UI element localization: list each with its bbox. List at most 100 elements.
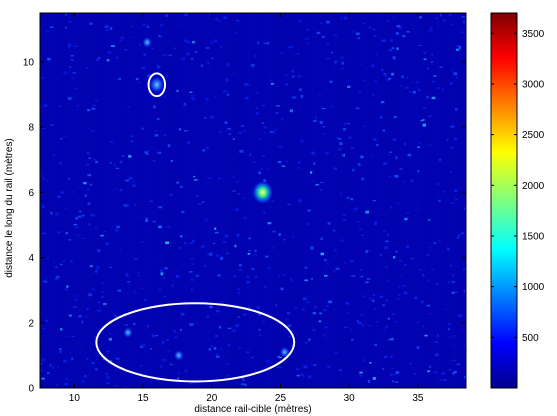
noise-speckle bbox=[120, 36, 125, 40]
noise-speckle bbox=[439, 378, 443, 381]
noise-speckle bbox=[312, 364, 317, 366]
noise-speckle bbox=[396, 47, 399, 51]
noise-column bbox=[288, 13, 292, 388]
noise-speckle bbox=[232, 175, 235, 179]
noise-column bbox=[416, 13, 420, 388]
noise-speckle bbox=[76, 104, 80, 107]
noise-speckle bbox=[296, 375, 300, 377]
noise-speckle bbox=[404, 217, 408, 221]
noise-speckle bbox=[97, 309, 101, 312]
noise-speckle bbox=[124, 273, 128, 275]
noise-speckle bbox=[341, 61, 345, 65]
noise-column bbox=[432, 13, 436, 388]
noise-column bbox=[228, 13, 232, 388]
noise-speckle bbox=[109, 27, 113, 30]
noise-speckle bbox=[255, 112, 259, 116]
noise-speckle bbox=[392, 58, 396, 60]
noise-speckle bbox=[255, 107, 258, 110]
noise-speckle bbox=[327, 222, 331, 225]
noise-speckle bbox=[304, 37, 309, 40]
noise-speckle bbox=[428, 144, 432, 146]
noise-speckle bbox=[152, 220, 156, 223]
noise-speckle bbox=[370, 155, 375, 157]
noise-speckle bbox=[154, 130, 158, 133]
noise-speckle bbox=[57, 231, 61, 234]
noise-speckle bbox=[406, 212, 410, 214]
noise-speckle bbox=[257, 41, 260, 45]
noise-speckle bbox=[210, 41, 213, 44]
noise-speckle bbox=[282, 274, 287, 277]
noise-speckle bbox=[87, 109, 91, 112]
noise-speckle bbox=[89, 183, 92, 186]
noise-speckle bbox=[50, 211, 53, 215]
noise-column bbox=[276, 13, 280, 388]
noise-column bbox=[388, 13, 392, 388]
noise-speckle bbox=[394, 174, 399, 178]
noise-speckle bbox=[351, 168, 355, 172]
noise-speckle bbox=[306, 222, 311, 226]
noise-speckle bbox=[344, 326, 348, 328]
noise-speckle bbox=[340, 239, 344, 243]
noise-speckle bbox=[216, 310, 220, 313]
noise-speckle bbox=[277, 355, 281, 358]
noise-speckle bbox=[359, 63, 362, 65]
noise-speckle bbox=[248, 237, 251, 240]
noise-speckle bbox=[326, 263, 330, 265]
noise-speckle bbox=[427, 219, 431, 221]
noise-speckle bbox=[58, 348, 62, 350]
noise-speckle bbox=[356, 320, 359, 322]
noise-column bbox=[212, 13, 216, 388]
noise-speckle bbox=[401, 75, 404, 79]
noise-speckle bbox=[220, 256, 224, 260]
noise-speckle bbox=[387, 153, 390, 156]
noise-column bbox=[412, 13, 416, 388]
annotation-ellipse bbox=[95, 302, 296, 383]
noise-speckle bbox=[194, 179, 198, 181]
noise-speckle bbox=[110, 45, 115, 47]
noise-speckle bbox=[162, 340, 165, 344]
noise-speckle bbox=[300, 94, 304, 98]
noise-speckle bbox=[242, 312, 247, 316]
noise-speckle bbox=[391, 47, 395, 49]
noise-speckle bbox=[141, 127, 144, 130]
noise-speckle bbox=[397, 294, 401, 296]
noise-speckle bbox=[372, 377, 376, 380]
noise-speckle bbox=[236, 233, 240, 237]
noise-speckle bbox=[310, 278, 314, 280]
noise-speckle bbox=[131, 36, 136, 38]
noise-speckle bbox=[451, 344, 455, 346]
noise-speckle bbox=[75, 87, 79, 90]
noise-speckle bbox=[180, 313, 185, 316]
noise-speckle bbox=[46, 256, 50, 260]
noise-speckle bbox=[392, 256, 396, 259]
noise-speckle bbox=[382, 304, 386, 307]
noise-speckle bbox=[360, 177, 365, 181]
noise-speckle bbox=[206, 315, 209, 319]
noise-speckle bbox=[312, 312, 316, 315]
noise-column bbox=[380, 13, 384, 388]
noise-speckle bbox=[367, 379, 370, 383]
noise-speckle bbox=[447, 281, 451, 283]
noise-speckle bbox=[338, 137, 342, 141]
colorbar-gradient bbox=[490, 12, 518, 389]
hotspot bbox=[251, 180, 274, 205]
noise-speckle bbox=[118, 249, 123, 251]
noise-speckle bbox=[284, 73, 288, 76]
noise-speckle bbox=[85, 163, 90, 166]
noise-speckle bbox=[227, 327, 232, 329]
noise-speckle bbox=[227, 344, 231, 347]
noise-speckle bbox=[146, 25, 150, 28]
noise-speckle bbox=[403, 142, 407, 146]
noise-speckle bbox=[408, 91, 413, 93]
noise-speckle bbox=[373, 34, 376, 38]
noise-column bbox=[76, 13, 80, 388]
noise-speckle bbox=[179, 235, 183, 238]
noise-speckle bbox=[394, 381, 399, 383]
noise-speckle bbox=[43, 104, 48, 107]
noise-speckle bbox=[102, 358, 105, 361]
noise-speckle bbox=[456, 237, 459, 239]
noise-speckle bbox=[345, 302, 350, 305]
noise-speckle bbox=[357, 164, 362, 167]
noise-speckle bbox=[60, 138, 63, 140]
noise-speckle bbox=[307, 209, 311, 212]
